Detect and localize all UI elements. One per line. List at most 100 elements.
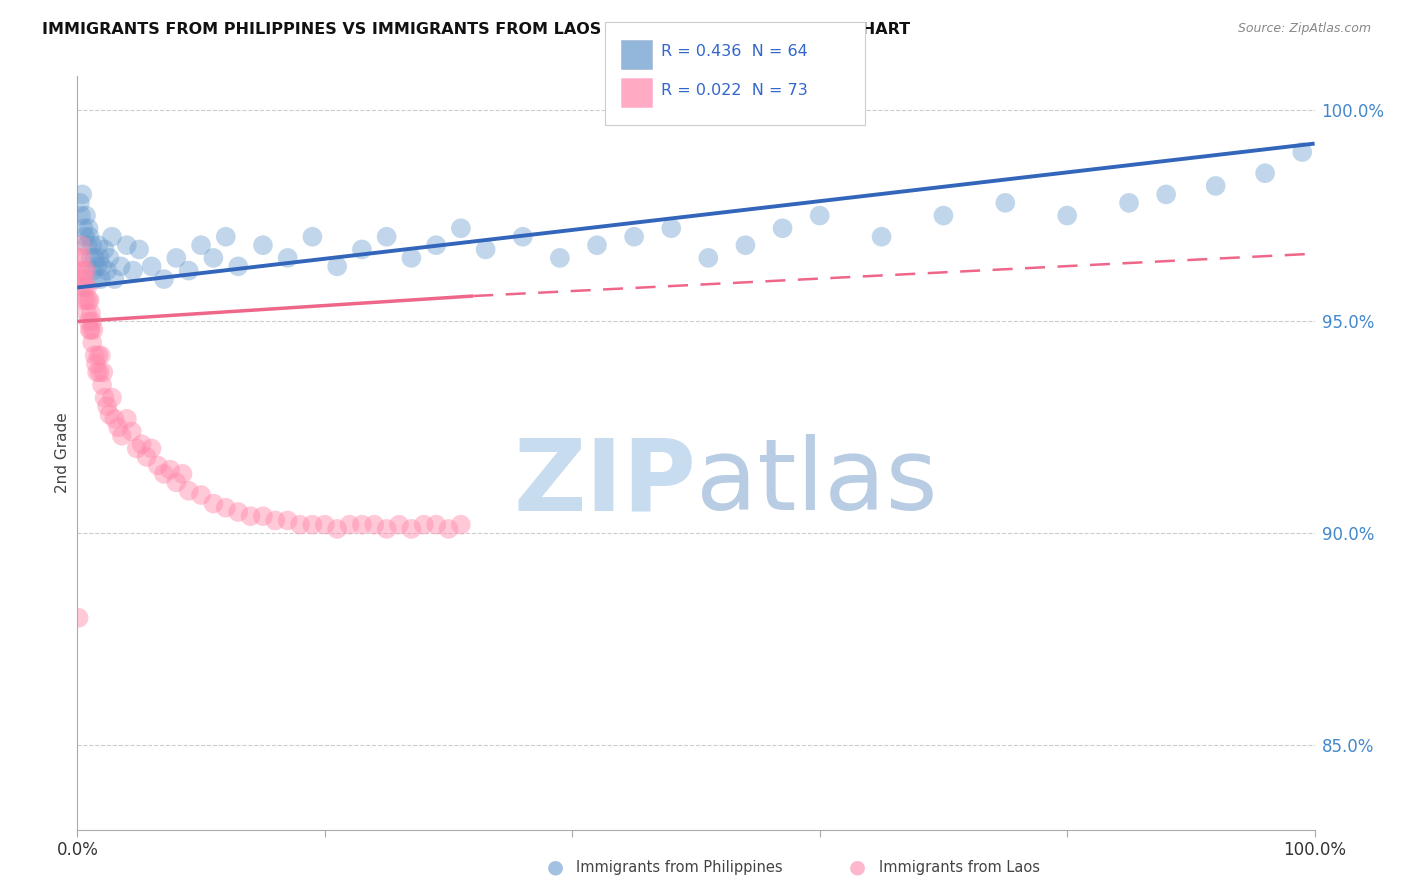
Point (93, 243, 115, 257)
Point (73, 229, 96, 244)
Point (1205, 178, 1227, 193)
Point (172, 467, 194, 481)
Point (79, 293, 101, 308)
Point (264, 513, 287, 527)
Point (586, 238, 609, 252)
Point (91, 260, 114, 274)
Point (165, 475, 187, 490)
Point (72, 251, 94, 265)
Point (350, 517, 373, 532)
Point (932, 209, 955, 223)
Point (350, 243, 373, 257)
Point (121, 425, 143, 439)
Point (98, 408, 121, 422)
Point (226, 260, 249, 274)
Point (101, 391, 124, 405)
Point (190, 238, 212, 252)
Point (69, 263, 91, 277)
Point (301, 229, 323, 244)
Point (165, 251, 187, 265)
Point (72, 221, 94, 235)
Point (1154, 187, 1177, 202)
Point (77, 293, 100, 308)
Point (202, 496, 225, 510)
Point (77, 221, 100, 235)
Point (111, 429, 134, 443)
Point (110, 260, 132, 274)
Point (82, 335, 104, 350)
Point (82, 323, 104, 337)
Point (252, 238, 274, 252)
Point (1056, 209, 1078, 223)
Point (301, 517, 323, 532)
Point (401, 522, 423, 536)
Point (79, 323, 101, 337)
Point (177, 483, 200, 498)
Text: Source: ZipAtlas.com: Source: ZipAtlas.com (1237, 22, 1371, 36)
Point (75, 263, 97, 277)
Point (76, 280, 98, 294)
Point (425, 238, 447, 252)
Point (412, 517, 434, 532)
Point (96, 399, 118, 413)
Point (202, 251, 225, 265)
Point (67, 611, 90, 625)
Point (697, 251, 720, 265)
Point (72, 280, 94, 294)
Point (153, 272, 176, 286)
Point (141, 442, 163, 456)
Point (128, 243, 150, 257)
Point (82, 314, 104, 328)
Point (450, 221, 472, 235)
Point (76, 306, 98, 320)
Text: ●: ● (849, 857, 866, 877)
Point (70, 238, 93, 252)
Text: Immigrants from Laos: Immigrants from Laos (879, 860, 1040, 874)
Point (388, 517, 411, 532)
Point (89, 251, 111, 265)
Point (277, 513, 299, 527)
Point (103, 272, 125, 286)
Point (215, 229, 238, 244)
Point (93, 391, 115, 405)
Point (870, 229, 893, 244)
Point (87, 238, 110, 252)
Point (314, 517, 336, 532)
Point (239, 509, 262, 524)
Point (425, 517, 447, 532)
Point (623, 229, 645, 244)
Point (80, 306, 103, 320)
Point (288, 517, 311, 532)
Point (339, 517, 361, 532)
Point (80, 323, 103, 337)
Point (131, 437, 153, 451)
Point (326, 260, 349, 274)
Point (125, 442, 148, 456)
Point (70, 272, 93, 286)
Point (82, 238, 104, 252)
Point (153, 467, 176, 481)
Point (437, 522, 460, 536)
Point (1254, 166, 1277, 180)
Point (734, 238, 756, 252)
Point (548, 251, 571, 265)
Point (808, 209, 831, 223)
Point (326, 522, 349, 536)
Point (159, 462, 181, 476)
Point (190, 488, 212, 502)
Point (141, 260, 163, 274)
Point (83, 251, 105, 265)
Point (69, 251, 91, 265)
Point (73, 272, 96, 286)
Point (107, 420, 129, 434)
Point (512, 229, 534, 244)
Point (401, 251, 423, 265)
Text: R = 0.022  N = 73: R = 0.022 N = 73 (661, 83, 807, 97)
Point (1118, 195, 1140, 210)
Point (84, 357, 107, 371)
Point (277, 251, 299, 265)
Point (96, 263, 118, 277)
Point (72, 187, 94, 202)
Point (87, 348, 110, 362)
Point (75, 209, 97, 223)
